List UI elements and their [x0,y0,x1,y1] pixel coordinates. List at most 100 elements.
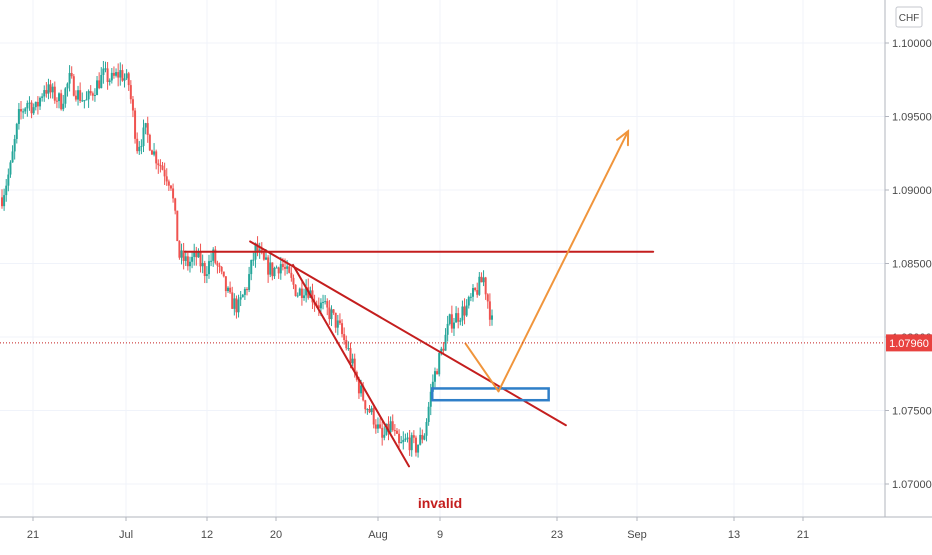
descending-trendline[interactable] [249,240,567,427]
projection-path [464,130,630,393]
current-price-tag: 1.07960 [886,334,932,352]
candle-body [387,423,390,433]
candle-body [212,249,215,261]
candle-body [370,408,373,413]
candle-body [184,256,187,261]
candle-body [172,188,175,199]
candle-body [482,277,485,283]
candle-body [157,163,160,166]
candle-body [20,109,23,112]
candle-body [129,85,132,100]
candle-body [186,256,189,267]
candle-body [474,288,477,291]
candle-body [269,262,272,275]
candle-body [455,313,458,323]
candle-body [303,295,306,299]
price-axis[interactable]: 1.100001.095001.090001.085001.080001.075… [884,0,932,517]
candle-body [461,306,464,321]
candle-body [488,301,491,320]
candle-body [49,84,52,93]
candle-body [218,265,221,268]
candle-body [220,267,223,272]
candle-body [81,100,84,102]
candle-body [72,76,75,96]
candle-body [457,313,460,322]
plot-area[interactable] [0,0,885,517]
y-tick-label: 1.10000 [892,38,932,50]
candle-body [334,312,337,328]
candle-body [191,256,194,262]
candle-body [11,151,14,163]
candle-body [106,68,109,82]
candle-body [136,138,139,152]
candle-body [262,252,265,260]
candle-body [32,107,35,114]
y-tick-label: 1.08500 [892,259,932,271]
candle-body [406,437,409,439]
candle-body [104,68,107,70]
drawings[interactable] [183,129,655,468]
x-tick-label: 13 [728,529,740,541]
candle-body [83,100,86,102]
candle-body [176,210,179,242]
candle-body [123,78,126,81]
candle-body [102,68,105,75]
candle-body [229,287,232,293]
candle-body [395,430,398,434]
candle-body [13,138,16,152]
candle-body [216,262,219,266]
candle-body [210,260,213,262]
currency-badge[interactable] [895,6,923,28]
svg-text:1.07960: 1.07960 [889,338,929,350]
candle-body [148,134,151,151]
candle-body [298,288,301,296]
candle-body [425,421,428,436]
candle-body [393,430,396,432]
candle-body [58,93,61,102]
candle-body [43,90,46,97]
candle-body [341,323,344,335]
candle-body [174,198,177,211]
projection-arrow[interactable] [464,129,630,393]
demand-zone[interactable] [431,387,550,402]
candles [1,60,493,458]
candle-body [438,353,441,375]
candle-body [444,334,447,351]
candle-body [224,276,227,292]
candle-body [330,309,333,320]
candle-body [231,292,234,309]
candle-body [408,437,411,451]
candle-body [163,169,166,177]
steep-trendline[interactable] [292,263,410,468]
x-tick-label: Aug [368,529,388,541]
candle-body [188,261,191,267]
candle-body [7,174,10,186]
candle-body [74,95,77,100]
candle-body [127,73,130,86]
candle-body [366,409,369,411]
candle-body [427,406,430,422]
candle-body [134,110,137,139]
candle-body [288,266,291,273]
candle-body [275,267,278,269]
candle-body [252,259,255,261]
candle-body [486,294,489,302]
candle-body [402,439,405,443]
candle-body [349,348,352,364]
candle-body [423,435,426,440]
candle-body [110,72,113,81]
time-axis[interactable]: 21 Jul 12 20 Aug 9 23 Sep 13 21 [0,516,932,550]
candle-body [144,123,147,128]
y-tick-label: 1.07500 [892,406,932,418]
x-tick-label: Jul [119,529,133,541]
candle-body [66,83,69,89]
candle-body [39,97,42,107]
candle-body [267,257,270,275]
candle-body [374,424,377,429]
candle-body [98,80,101,89]
candle-body [64,88,67,104]
candle-body [85,99,88,101]
candle-body [442,348,445,351]
